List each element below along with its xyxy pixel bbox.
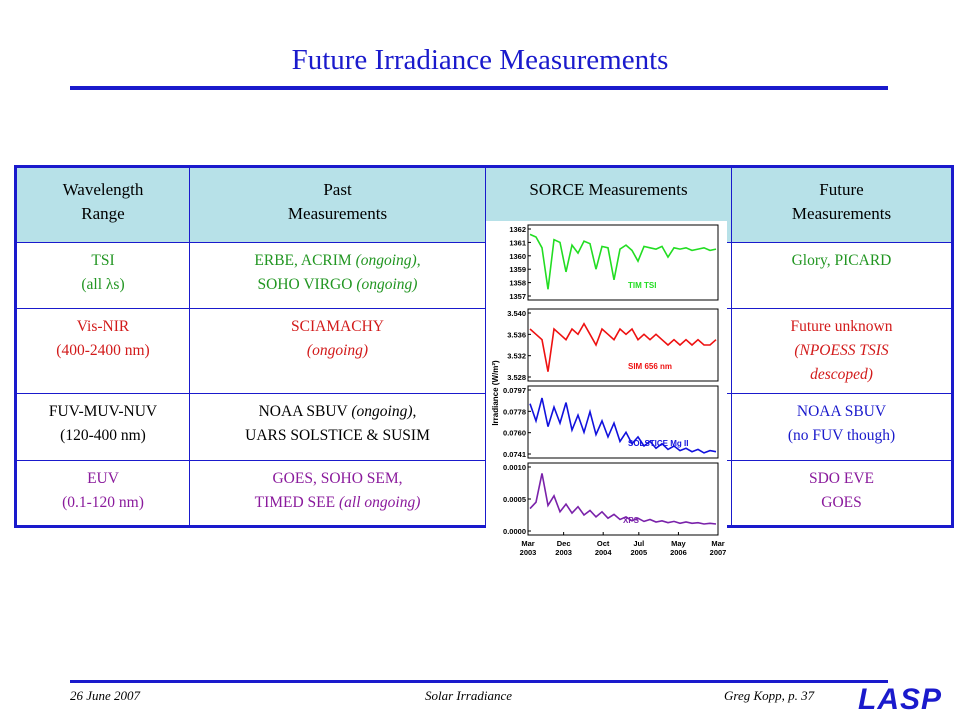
table-row: FUV-MUV-NUV (120-400 nm) NOAA SBUV (ongoi… [15, 393, 953, 461]
future-cell: Glory, PICARD [731, 242, 953, 309]
series-line [529, 473, 717, 525]
y-tick-label: 1361 [509, 238, 526, 247]
footer-page: Greg Kopp, p. 37 [724, 688, 815, 703]
series-label: SIM 656 nm [628, 362, 672, 371]
y-tick-label: 3.536 [507, 330, 526, 339]
panel-frame [527, 462, 719, 536]
y-tick-label: 1358 [509, 279, 526, 288]
lasp-logo: LASP [858, 683, 943, 716]
future-cell: Future unknown (NPOESS TSIS descoped) [731, 308, 953, 394]
x-tick-label: 2003 [555, 548, 572, 557]
x-tick-label: Oct [597, 539, 610, 548]
y-tick-label: 0.0778 [503, 407, 526, 416]
range-cell: TSI (all λs) [15, 242, 190, 309]
y-tick-label: 1357 [509, 292, 526, 301]
y-tick-label: 1362 [509, 225, 526, 234]
x-tick-label: Jul [633, 539, 644, 548]
page-title: Future Irradiance Measurements [291, 44, 669, 76]
range-cell: Vis-NIR (400-2400 nm) [15, 308, 190, 394]
y-tick-label: 0.0741 [503, 450, 526, 459]
series-line [529, 322, 717, 372]
x-tick-label: 2003 [520, 548, 537, 557]
series-label: TIM TSI [628, 281, 656, 290]
y-tick-label: 0.0797 [503, 386, 526, 395]
panel-frame [527, 308, 719, 382]
past-cell: SCIAMACHY (ongoing) [189, 308, 486, 394]
x-tick-label: Dec [557, 539, 571, 548]
y-tick-label: 0.0760 [503, 429, 526, 438]
past-cell: NOAA SBUV (ongoing), UARS SOLSTICE & SUSI… [189, 393, 486, 461]
y-tick-label: 3.528 [507, 373, 526, 382]
y-tick-label: 3.540 [507, 309, 526, 318]
x-tick-label: May [671, 539, 686, 548]
series-line [529, 397, 717, 454]
series-label: SOLSTICE Mg II [628, 439, 688, 448]
series-label: XPS [623, 516, 640, 525]
header-wavelength: Wavelength Range [15, 166, 190, 243]
header-row: Wavelength Range Past Measurements SORCE M… [15, 166, 953, 243]
header-future: Future Measurements [731, 166, 953, 243]
chart-svg: 1362 1361 1360 1359 1358 1357 TIM TSI 3.540 3.53… [491, 224, 727, 557]
table-row: EUV (0.1-120 nm) GOES, SOHO SEM, TIMED SEE… [15, 460, 953, 527]
panel-frame [527, 385, 719, 459]
range-cell: EUV (0.1-120 nm) [15, 460, 190, 527]
panel-frame [527, 224, 719, 301]
footer-center: Solar Irradiance [425, 688, 513, 703]
y-tick-label: 0.0005 [503, 495, 526, 504]
y-tick-label: 3.532 [507, 352, 526, 361]
x-tick-label: 2005 [630, 548, 647, 557]
title-rule [70, 86, 888, 90]
past-cell: GOES, SOHO SEM, TIMED SEE (all ongoing) [189, 460, 486, 527]
table-row: TSI (all λs) ERBE, ACRIM (ongoing), SOHO V… [15, 242, 953, 309]
y-axis-label: Irradiance (W/m²) [491, 360, 500, 426]
x-tick-label: 2007 [710, 548, 727, 557]
footer-rule [70, 680, 888, 683]
future-cell: SDO EVE GOES [731, 460, 953, 527]
future-cell: NOAA SBUV (no FUV though) [731, 393, 953, 461]
footer-date: 26 June 2007 [70, 688, 141, 703]
header-past: Past Measurements [189, 166, 486, 243]
table-row: Vis-NIR (400-2400 nm) SCIAMACHY (ongoing) … [15, 308, 953, 394]
x-tick-label: Mar [711, 539, 724, 548]
y-tick-label: 0.0000 [503, 527, 526, 536]
measurements-table: Wavelength Range Past Measurements SORCE M… [14, 165, 954, 528]
past-cell: ERBE, ACRIM (ongoing), SOHO VIRGO (ongoin… [189, 242, 486, 309]
x-tick-label: 2006 [670, 548, 687, 557]
series-line [529, 233, 717, 290]
y-tick-label: 0.0010 [503, 463, 526, 472]
y-tick-label: 1360 [509, 252, 526, 261]
x-tick-label: 2004 [595, 548, 613, 557]
sorce-irradiance-chart: 1362 1361 1360 1359 1358 1357 TIM TSI 3.540 3.53… [486, 221, 727, 566]
y-tick-label: 1359 [509, 265, 526, 274]
x-tick-label: Mar [521, 539, 534, 548]
range-cell: FUV-MUV-NUV (120-400 nm) [15, 393, 190, 461]
